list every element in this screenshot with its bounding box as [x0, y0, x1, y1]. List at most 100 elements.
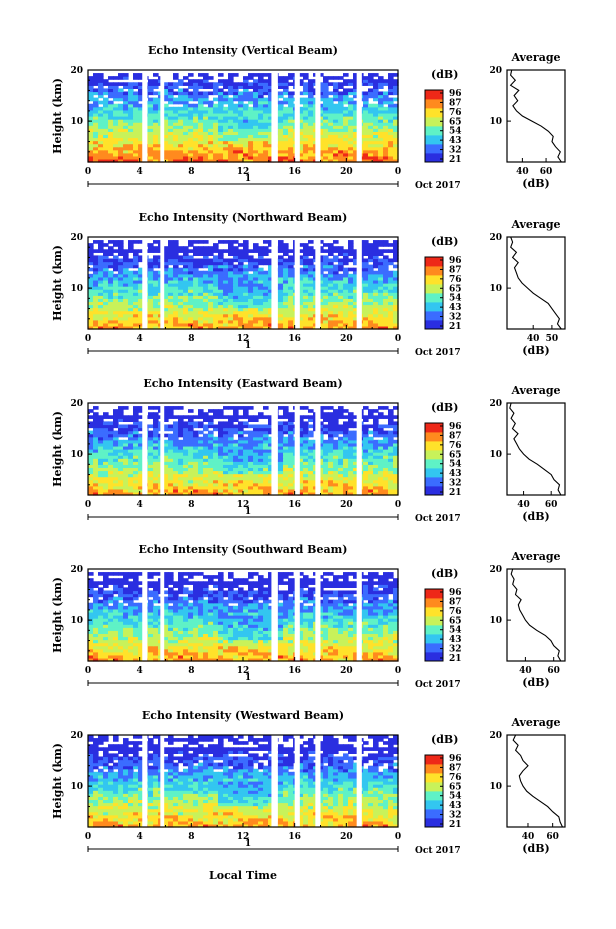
- y-axis-label: Height (km): [51, 411, 64, 487]
- data-gap: [356, 403, 362, 495]
- colorbar: [425, 423, 443, 496]
- data-gap: [271, 403, 278, 495]
- colorbar-tick-label: 54: [449, 626, 462, 636]
- data-gap: [271, 735, 278, 827]
- x-tick-label: 0: [395, 334, 401, 344]
- colorbar-tick-label: 96: [449, 256, 462, 266]
- x-tick-label: 12: [237, 500, 250, 510]
- data-gap: [356, 735, 362, 827]
- colorbar-tick-label: 21: [449, 155, 462, 165]
- colorbar-tick-label: 96: [449, 588, 462, 598]
- day-marker: 1: [245, 839, 251, 849]
- average-y-tick-label: 10: [489, 284, 502, 294]
- average-y-tick-label: 20: [489, 565, 502, 575]
- average-profile-line: [512, 734, 563, 828]
- data-gap: [356, 237, 362, 329]
- x-tick-label: 16: [288, 500, 301, 510]
- colorbar-tick-label: 65: [449, 450, 462, 460]
- colorbar-tick-label: 54: [449, 127, 462, 137]
- data-gap: [315, 237, 321, 329]
- x-tick-label: 0: [85, 832, 91, 842]
- colorbar-unit: (dB): [431, 401, 458, 414]
- x-tick-label: 20: [340, 832, 353, 842]
- x-axis-label: Local Time: [209, 869, 277, 882]
- average-title: Average: [510, 51, 560, 64]
- colorbar-tick-label: 96: [449, 754, 462, 764]
- average-profile-line: [509, 402, 562, 496]
- x-tick-label: 4: [137, 832, 143, 842]
- data-gap: [315, 569, 321, 661]
- x-tick-label: 16: [288, 334, 301, 344]
- date-label: Oct 2017: [415, 348, 461, 358]
- data-gap: [160, 569, 165, 661]
- data-gap: [294, 735, 300, 827]
- average-x-tick-label: 40: [527, 334, 540, 344]
- colorbar-tick-label: 32: [449, 645, 462, 655]
- colorbar-tick-label: 21: [449, 820, 462, 830]
- colorbar-tick-label: 32: [449, 313, 462, 323]
- x-tick-label: 0: [85, 334, 91, 344]
- average-x-tick-label: 40: [522, 832, 535, 842]
- data-gap: [160, 403, 165, 495]
- colorbar-tick-label: 76: [449, 773, 462, 783]
- colorbar-tick-label: 87: [449, 265, 462, 275]
- data-gap: [294, 237, 300, 329]
- colorbar-tick-label: 87: [449, 597, 462, 607]
- average-y-tick-label: 20: [489, 399, 502, 409]
- y-tick-label: 10: [70, 284, 83, 294]
- panel-1: Echo Intensity (Vertical Beam)1020Height…: [51, 44, 566, 191]
- colorbar-tick-label: 43: [449, 303, 462, 313]
- average-frame: [506, 734, 566, 828]
- colorbar-tick-label: 76: [449, 607, 462, 617]
- average-x-tick-label: 60: [540, 167, 553, 177]
- colorbar-unit: (dB): [431, 567, 458, 580]
- y-tick-label: 10: [70, 616, 83, 626]
- average-profile-line: [510, 568, 562, 662]
- colorbar-tick-label: 96: [449, 422, 462, 432]
- data-gap: [271, 70, 278, 162]
- colorbar-tick-label: 65: [449, 117, 462, 127]
- average-y-tick-label: 10: [489, 616, 502, 626]
- panel-title: Echo Intensity (Southward Beam): [139, 543, 348, 556]
- data-gap: [356, 569, 362, 661]
- x-tick-label: 20: [340, 500, 353, 510]
- average-y-tick-label: 10: [489, 782, 502, 792]
- panel-3: Echo Intensity (Eastward Beam)1020Height…: [51, 377, 566, 524]
- x-tick-label: 16: [288, 167, 301, 177]
- x-tick-label: 0: [395, 666, 401, 676]
- colorbar-unit: (dB): [431, 68, 458, 81]
- x-tick-label: 4: [137, 334, 143, 344]
- average-x-label: (dB): [522, 676, 549, 689]
- y-tick-label: 20: [70, 66, 83, 76]
- x-tick-label: 0: [85, 500, 91, 510]
- colorbar-frame: [424, 754, 444, 828]
- data-gap: [356, 70, 362, 162]
- panel-5: Echo Intensity (Westward Beam)1020Height…: [51, 709, 566, 856]
- data-gap: [294, 70, 300, 162]
- x-tick-label: 12: [237, 666, 250, 676]
- x-tick-label: 16: [288, 832, 301, 842]
- average-frame: [506, 69, 566, 163]
- average-y-tick-label: 20: [489, 731, 502, 741]
- colorbar-tick-label: 76: [449, 108, 462, 118]
- data-gap: [271, 237, 278, 329]
- x-tick-label: 0: [395, 500, 401, 510]
- panel-4: Echo Intensity (Southward Beam) 10 20 Heigh…: [51, 543, 566, 690]
- y-axis-label: Height (km): [51, 577, 64, 653]
- average-x-label: (dB): [522, 177, 549, 190]
- average-x-tick-label: 40: [516, 167, 529, 177]
- date-label: Oct 2017: [415, 181, 461, 191]
- panel-title: Echo Intensity (Vertical Beam): [148, 44, 338, 57]
- average-x-tick-label: 60: [547, 666, 560, 676]
- average-title: Average: [510, 716, 560, 729]
- colorbar-unit: (dB): [431, 733, 458, 746]
- colorbar: [425, 589, 443, 662]
- colorbar-tick-label: 65: [449, 616, 462, 626]
- panel-2: Echo Intensity (Northward Beam)1020Heigh…: [51, 211, 566, 358]
- colorbar-unit: (dB): [431, 235, 458, 248]
- colorbar-tick-label: 54: [449, 792, 462, 802]
- x-tick-label: 4: [137, 500, 143, 510]
- data-gap: [315, 70, 321, 162]
- colorbar-frame: [424, 256, 444, 330]
